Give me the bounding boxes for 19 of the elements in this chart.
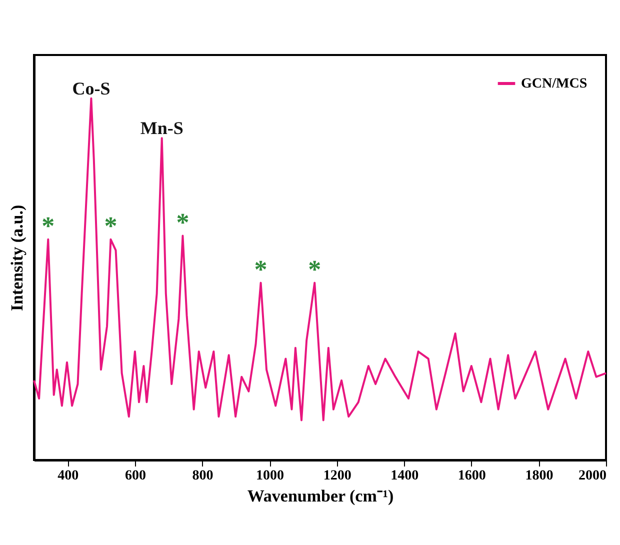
x-tick-label: 1000: [256, 468, 284, 484]
annotation: *: [42, 211, 55, 240]
annotation: *: [308, 254, 322, 284]
x-tick-label: 2000: [578, 468, 606, 484]
x-tick-label: 1400: [390, 468, 419, 484]
x-tick-label: 1600: [458, 468, 486, 484]
legend-label: GCN/MCS: [521, 76, 588, 92]
annotation: Co-S: [72, 78, 110, 98]
x-axis-title: Wavenumber (cm⁻¹): [247, 486, 394, 506]
annotation: *: [176, 208, 190, 237]
x-tick-label: 1200: [323, 468, 352, 484]
x-tick-label: 1800: [525, 468, 554, 484]
x-tick-label: 800: [192, 468, 214, 484]
x-tick-label: 400: [58, 468, 79, 484]
x-tick-label: 600: [124, 468, 146, 484]
y-axis-title: Intensity (a.u.): [8, 204, 26, 312]
annotation: *: [104, 211, 118, 240]
annotation: *: [254, 254, 268, 284]
annotation: Mn-S: [140, 118, 184, 138]
